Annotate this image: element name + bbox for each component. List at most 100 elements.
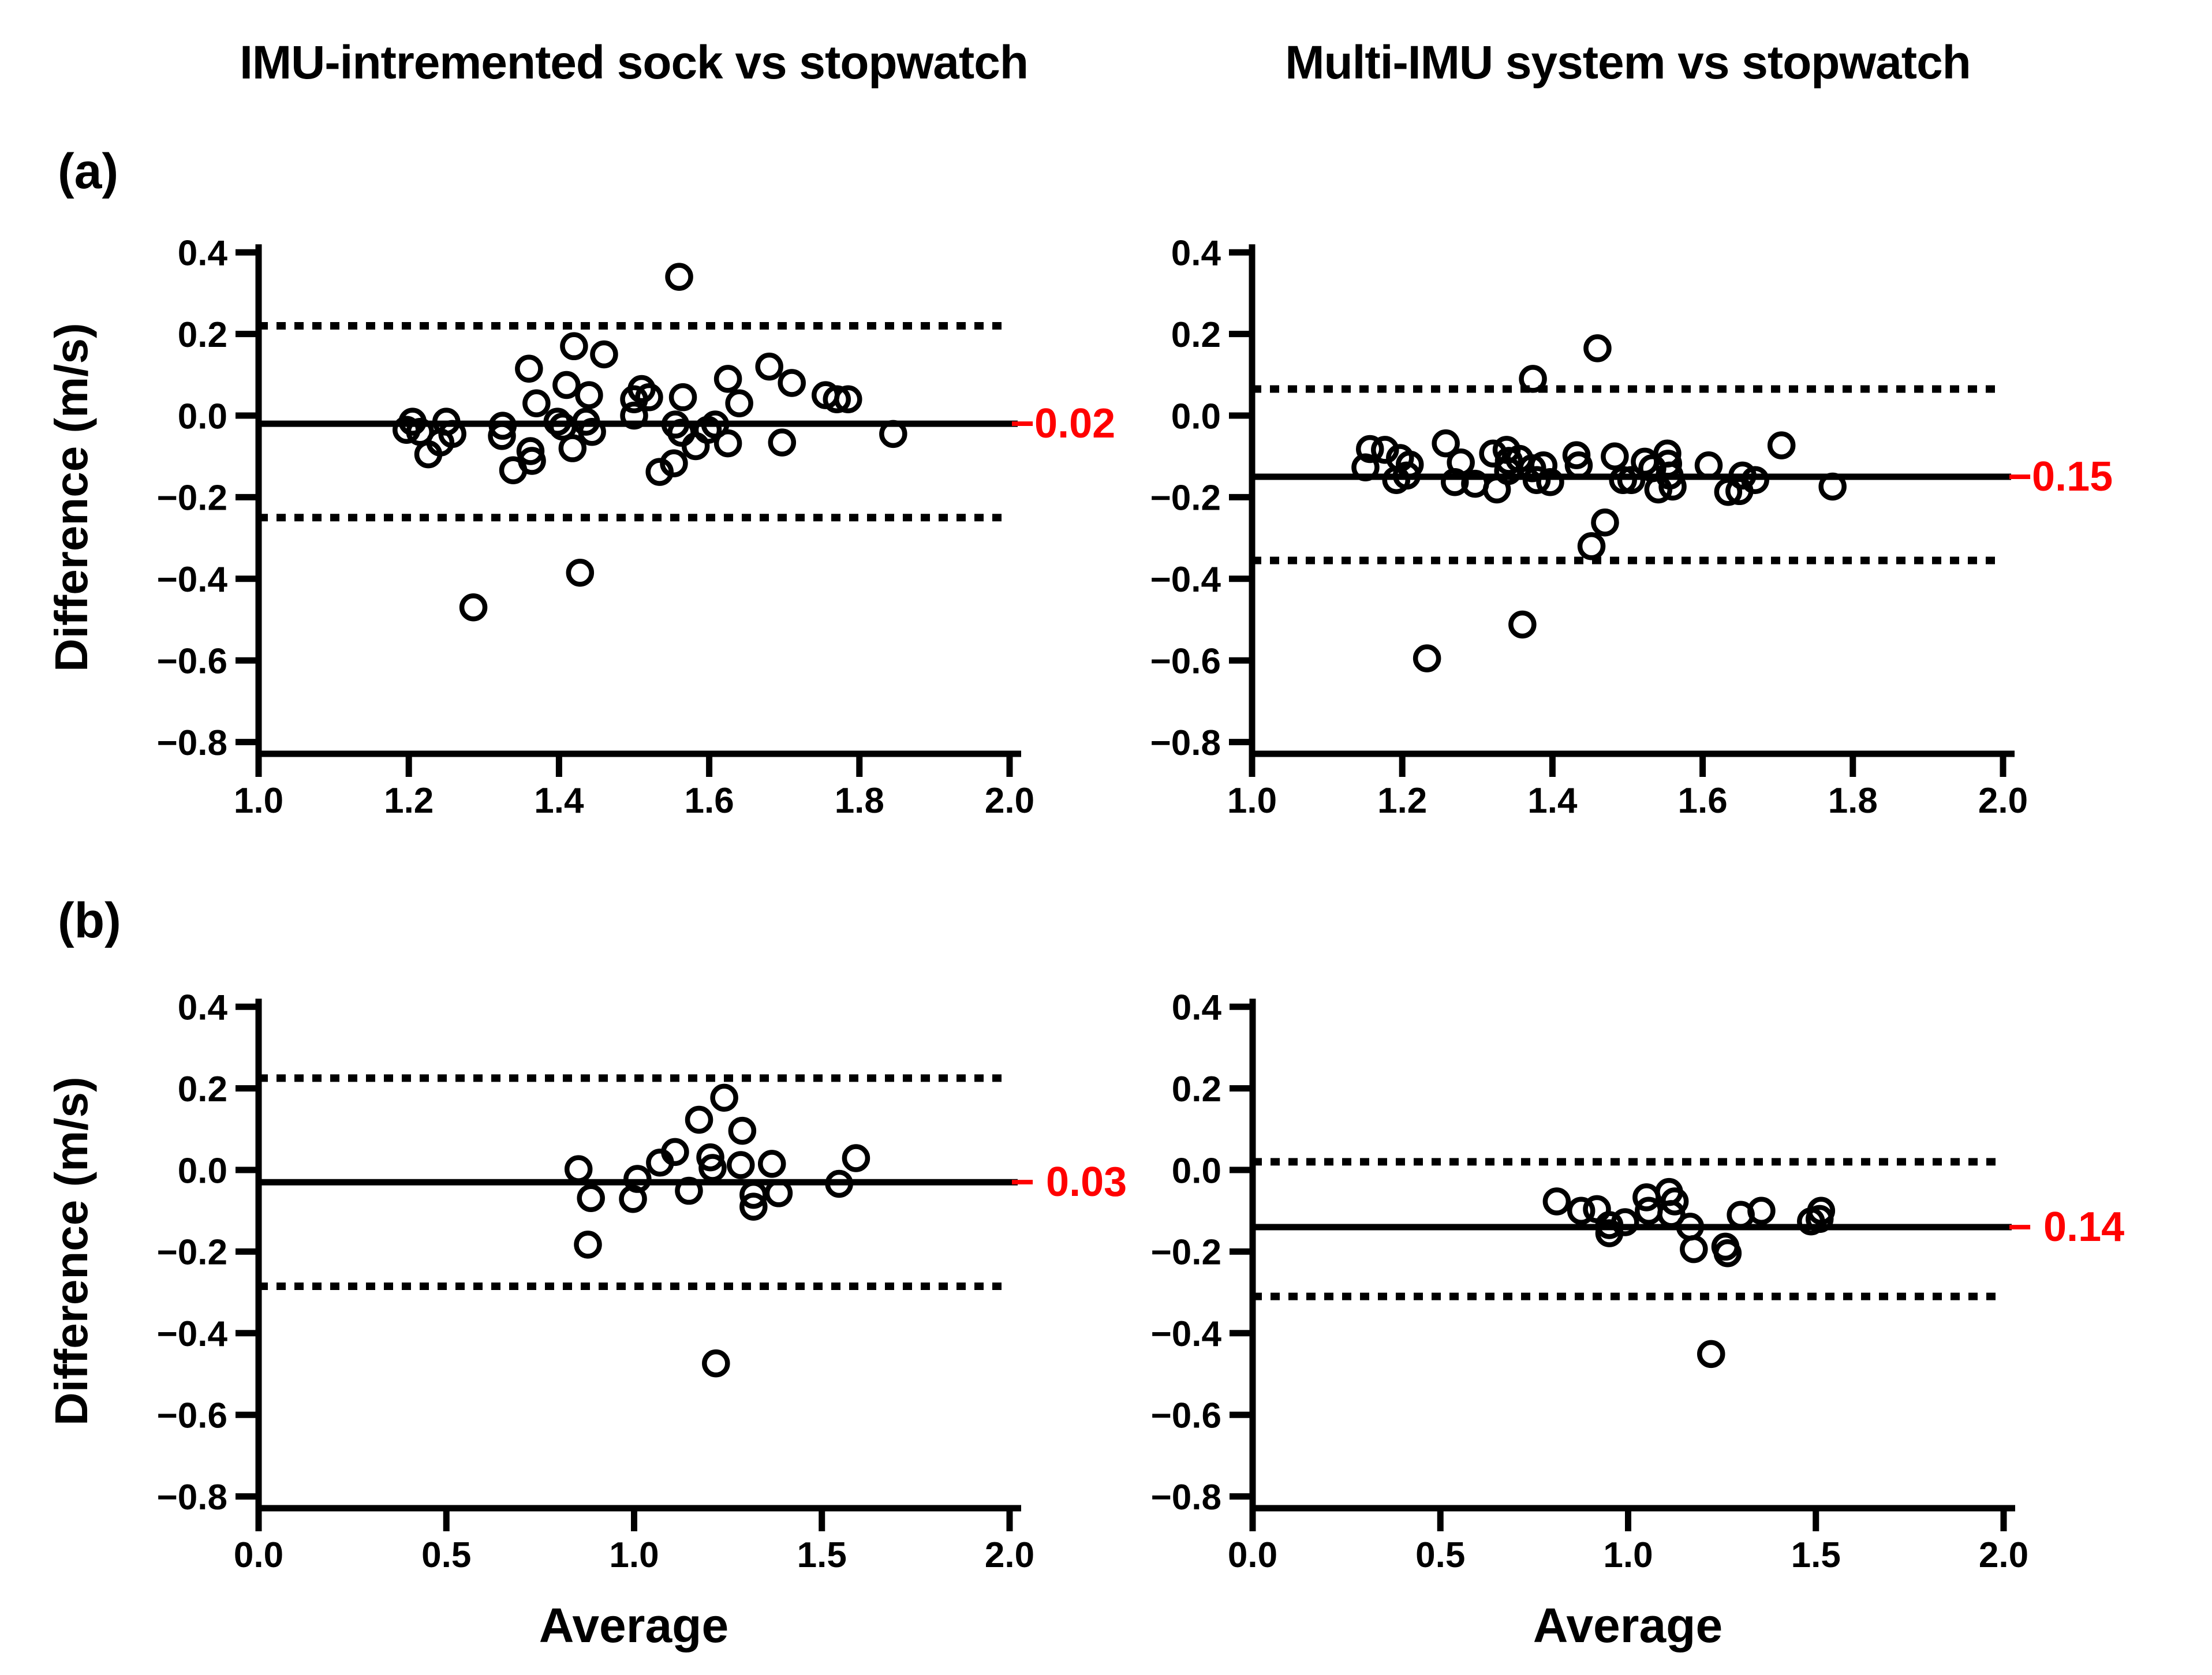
y-tick-label: −0.4 [157,1314,228,1354]
data-point [590,340,618,369]
data-point [1713,1239,1742,1268]
data-point [825,1169,853,1198]
data-point [713,429,742,458]
data-point [1583,1195,1611,1224]
y-tick-label: −0.4 [157,560,228,600]
panel-a-right: 0.4 0.2 0.0 −0.2 −0.4 −0.6 −0.81.0 1.2 1.4 1.6 1.8… [1150,234,2028,821]
x-tick-label: 0.0 [234,1535,283,1575]
data-point [1680,1235,1708,1263]
data-point [575,381,603,409]
x-tick-label: 1.0 [609,1535,659,1575]
data-point [1564,451,1593,480]
y-tick-label: 0.4 [1171,234,1221,274]
y-tick-label: 0.2 [1171,315,1221,355]
data-point [488,412,517,440]
data-point [543,407,572,436]
y-tick-label: 0.4 [1172,988,1222,1028]
x-tick-label: 1.0 [1227,781,1277,821]
y-tick-label: −0.4 [1151,1314,1222,1354]
y-tick-label: 0.4 [178,988,228,1028]
data-point [701,410,730,439]
data-point [1741,466,1769,494]
y-tick-label: 0.0 [178,397,227,436]
data-point [1617,466,1646,494]
y-tick-label: −0.2 [157,1233,227,1273]
x-tick-label: 1.8 [835,781,884,821]
x-tick-label: 2.0 [985,1535,1034,1575]
x-axis-title-left: Average [539,1598,729,1652]
data-point [426,428,455,457]
data-point [728,1116,757,1145]
data-point [1351,453,1380,482]
data-point [778,369,806,397]
x-tick-label: 1.2 [1377,781,1427,821]
data-point [675,1176,703,1205]
data-point [574,1231,602,1259]
data-point [1660,1187,1689,1216]
data-point [668,383,697,412]
data-point [1577,532,1606,560]
y-tick-label: −0.8 [157,723,227,763]
data-point [1508,610,1537,639]
x-tick-label: 1.5 [797,1535,847,1575]
data-point [661,1138,689,1166]
y-tick-label: 0.2 [1172,1070,1221,1109]
x-tick-label: 1.0 [234,781,283,821]
data-point [577,1184,605,1213]
data-point [698,1154,727,1182]
data-point [1694,451,1723,480]
x-tick-label: 1.6 [1677,781,1727,821]
data-point [768,428,797,457]
data-point [635,383,663,412]
data-point [578,418,606,446]
data-point [755,352,783,381]
y-tick-label: −0.4 [1150,560,1221,600]
x-tick-label: 1.4 [1527,781,1578,821]
data-point [685,1105,713,1134]
x-tick-label: 1.6 [684,781,734,821]
data-point [393,416,421,444]
y-tick-label: −0.6 [1150,642,1221,682]
data-point [660,449,688,477]
x-axis-title-right: Average [1533,1598,1723,1652]
data-point [558,434,587,462]
data-point [1767,431,1796,459]
panel-label-b: (b) [58,893,121,948]
x-tick-label: 1.8 [1828,781,1878,821]
data-point [645,458,674,486]
data-point [1609,466,1637,494]
data-point [1583,334,1612,362]
mean-annotation-b-left: − 0.03 [1010,1159,1127,1206]
data-point [1806,1205,1834,1233]
data-point [564,1155,593,1183]
data-point [1479,439,1507,468]
panel-label-a: (a) [58,144,119,199]
x-tick-label: 1.4 [534,781,584,821]
data-point [842,1144,870,1172]
data-point [566,558,595,587]
data-point [1392,461,1421,490]
y-tick-label: −0.2 [157,478,227,518]
x-tick-label: 1.0 [1603,1535,1653,1575]
y-tick-label: 0.0 [1171,397,1221,436]
data-point [1536,468,1564,496]
data-point [522,389,551,418]
mean-annotation-a-right: −0.15 [2008,454,2113,500]
panel-b-left: 0.40.20.0−0.2−0.4−0.6−0.80.0 0.5 1.0 1.5 2.0 [157,988,1035,1575]
data-point [552,371,581,399]
data-point [1529,451,1558,480]
data-point [696,1143,724,1172]
y-tick-label: 0.2 [178,315,227,355]
data-point [1567,1197,1596,1225]
data-point [518,447,546,475]
data-point [665,263,693,291]
data-point [1657,1200,1686,1228]
data-point [1595,1211,1624,1239]
data-point [516,437,545,465]
data-point [560,332,588,361]
x-tick-label: 0.5 [421,1535,471,1575]
y-tick-label: −0.8 [1150,723,1221,763]
x-tick-label: 0.0 [1228,1535,1277,1575]
